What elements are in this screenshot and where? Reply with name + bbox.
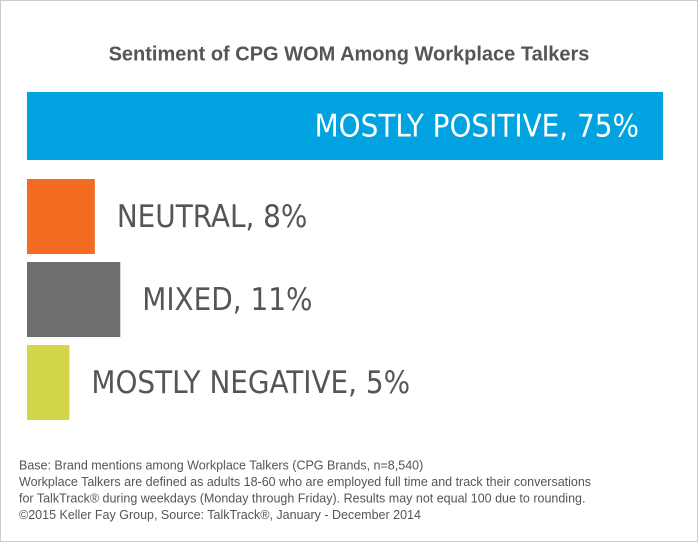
footnote: Base: Brand mentions among Workplace Tal… — [19, 458, 423, 472]
chart-title: Sentiment of CPG WOM Among Workplace Tal… — [109, 43, 590, 65]
data-label: MOSTLY POSITIVE, 75% — [315, 109, 639, 145]
footnote: ©2015 Keller Fay Group, Source: TalkTrac… — [19, 508, 421, 522]
bar — [27, 262, 121, 337]
bar — [27, 92, 663, 160]
footnote: Workplace Talkers are defined as adults … — [19, 475, 591, 489]
bar — [27, 179, 95, 254]
data-label: MOSTLY NEGATIVE, 5% — [91, 365, 410, 401]
bar — [27, 345, 70, 420]
data-label: NEUTRAL, 8% — [117, 199, 308, 235]
data-label: MIXED, 11% — [142, 282, 312, 318]
footnote: for TalkTrack® during weekdays (Monday t… — [19, 491, 585, 505]
